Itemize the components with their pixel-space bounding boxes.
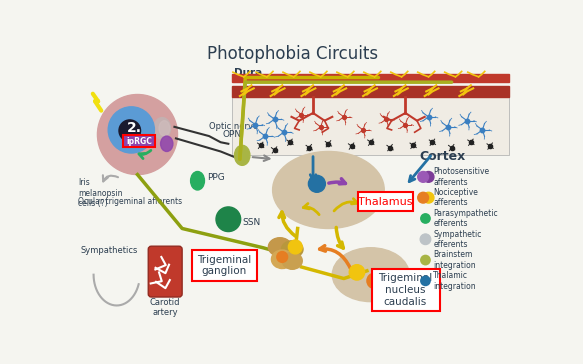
Ellipse shape	[282, 241, 303, 258]
Circle shape	[420, 276, 431, 286]
FancyBboxPatch shape	[148, 246, 182, 297]
Text: SSN: SSN	[242, 218, 261, 227]
Ellipse shape	[282, 252, 302, 269]
Text: ipRGC: ipRGC	[126, 136, 152, 146]
Text: Cortex: Cortex	[419, 150, 465, 163]
Circle shape	[423, 171, 434, 182]
Circle shape	[119, 120, 141, 142]
Text: Thalamic
integration: Thalamic integration	[433, 271, 476, 290]
Text: Photosensitive
afferents: Photosensitive afferents	[433, 167, 489, 187]
FancyBboxPatch shape	[371, 269, 440, 311]
Circle shape	[216, 207, 241, 232]
Circle shape	[277, 252, 287, 262]
Text: Trigeminal
ganglion: Trigeminal ganglion	[198, 255, 252, 276]
Text: Ocular trigeminal afferents: Ocular trigeminal afferents	[78, 197, 182, 206]
Ellipse shape	[272, 250, 293, 269]
Text: Carotid
artery: Carotid artery	[150, 298, 181, 317]
FancyBboxPatch shape	[358, 192, 413, 211]
Ellipse shape	[268, 238, 292, 256]
Ellipse shape	[159, 121, 170, 136]
Text: Optic nerve: Optic nerve	[209, 122, 258, 131]
Circle shape	[108, 107, 154, 153]
FancyBboxPatch shape	[123, 135, 155, 147]
Bar	[232, 97, 510, 155]
Text: PPG: PPG	[207, 173, 224, 182]
Circle shape	[420, 213, 431, 224]
Bar	[232, 75, 510, 82]
Text: Trigeminal
nucleus
caudalis: Trigeminal nucleus caudalis	[378, 273, 433, 307]
Ellipse shape	[332, 248, 409, 302]
Text: Brainstem
integration: Brainstem integration	[433, 250, 476, 270]
Ellipse shape	[234, 145, 250, 165]
Text: Photophobia Circuits: Photophobia Circuits	[207, 46, 378, 63]
FancyBboxPatch shape	[192, 250, 257, 281]
Circle shape	[349, 265, 364, 280]
Circle shape	[308, 175, 325, 192]
Ellipse shape	[191, 171, 205, 190]
Circle shape	[420, 255, 431, 265]
Text: 2.: 2.	[127, 121, 142, 135]
Ellipse shape	[160, 136, 173, 151]
Circle shape	[423, 192, 434, 203]
Text: Parasympathetic
efferents: Parasympathetic efferents	[433, 209, 498, 228]
Circle shape	[418, 171, 429, 182]
Circle shape	[97, 95, 177, 175]
Text: Thalamus: Thalamus	[358, 197, 413, 206]
Text: OPN: OPN	[222, 130, 241, 139]
Text: Iris
melanopsin
cells (?): Iris melanopsin cells (?)	[78, 178, 122, 208]
Ellipse shape	[273, 151, 384, 229]
Ellipse shape	[154, 118, 171, 139]
Text: Sympathetics: Sympathetics	[80, 246, 138, 254]
Text: Dura: Dura	[234, 68, 262, 78]
Text: Nociceptive
afferents: Nociceptive afferents	[433, 188, 478, 207]
Bar	[232, 86, 510, 97]
Circle shape	[289, 240, 302, 254]
Circle shape	[420, 234, 431, 245]
Text: Sympathetic
efferents: Sympathetic efferents	[433, 230, 482, 249]
Circle shape	[367, 273, 382, 289]
Circle shape	[418, 192, 429, 203]
